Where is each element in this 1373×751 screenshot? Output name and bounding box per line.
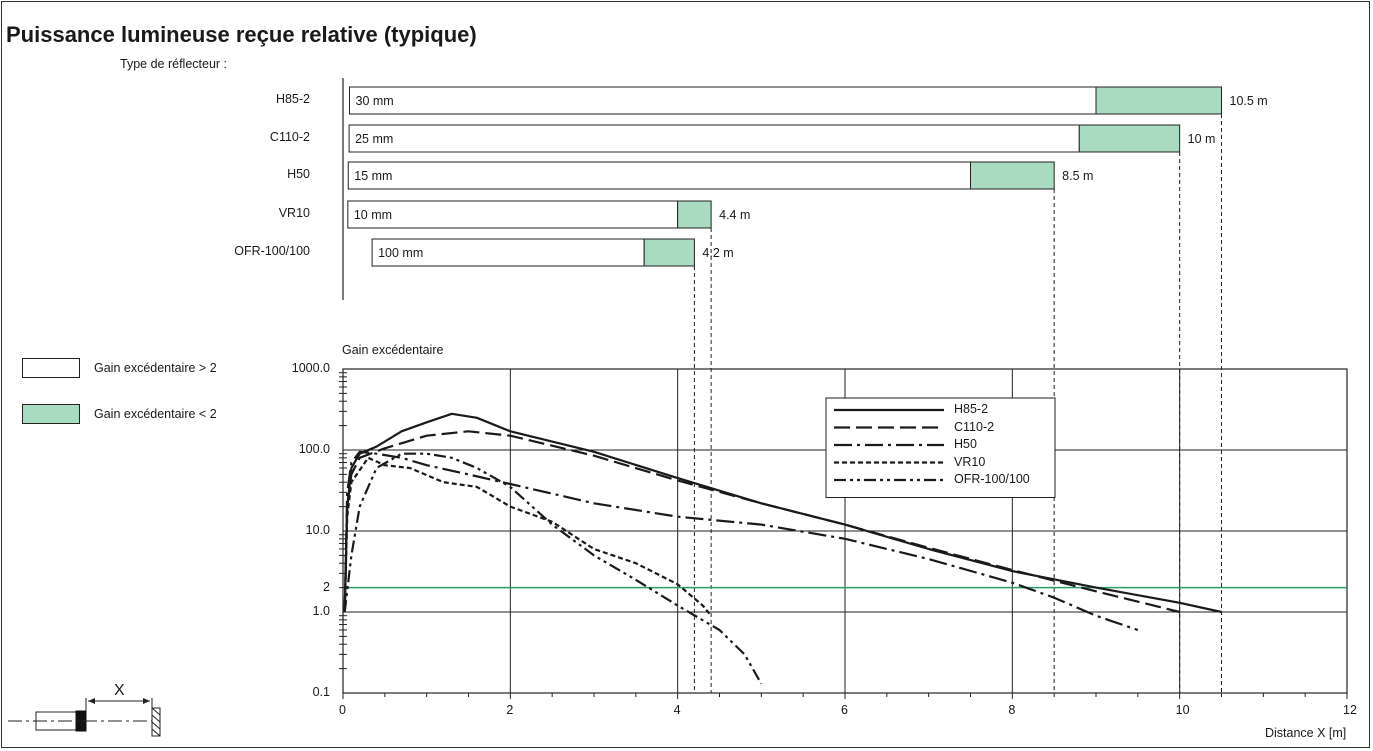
- range-bar-gain-low: [970, 161, 1055, 190]
- reflector-range-label: 8.5 m: [1062, 169, 1094, 183]
- reflector-range-label: 10.5 m: [1229, 94, 1268, 108]
- y-tick-label: 0.1: [312, 685, 330, 699]
- reflector-type-label: Type de réflecteur :: [120, 57, 228, 71]
- reflector-hatching: [151, 707, 161, 737]
- legend-label-gain-low: Gain excédentaire < 2: [94, 407, 217, 421]
- y-tick-label: 10.0: [305, 523, 330, 537]
- x-tick-label: 0: [339, 703, 346, 717]
- reflector-start-label: 25 mm: [355, 132, 394, 146]
- range-bar-gain-high: [371, 238, 645, 267]
- legend-series-label: H50: [954, 437, 977, 451]
- legend-series-label: OFR-100/100: [954, 472, 1030, 486]
- range-bar-gain-low: [677, 200, 712, 229]
- x-tick-label: 6: [841, 703, 848, 717]
- legend-box-gain-low: [22, 404, 80, 424]
- reflector-start-label: 30 mm: [355, 94, 394, 108]
- reflector-name-label: OFR-100/100: [234, 244, 310, 258]
- distance-arrow-left: [88, 698, 95, 704]
- series-line-vr10: [343, 456, 712, 617]
- legend-label-gain-high: Gain excédentaire > 2: [94, 361, 217, 375]
- series-line-h50: [343, 450, 1139, 632]
- range-bar-gain-high: [349, 86, 1097, 115]
- range-bar-gain-high: [348, 124, 1080, 153]
- reflector-start-label: 15 mm: [354, 169, 393, 183]
- reflector-start-label: 100 mm: [378, 246, 424, 260]
- range-bar-gain-high: [347, 200, 679, 229]
- reflector-range-label: 4.2 m: [702, 246, 734, 260]
- reflector-name-label: H85-2: [275, 92, 310, 106]
- series-line-ofr-100-100: [343, 452, 763, 685]
- sensor-distance-diagram: [8, 698, 161, 737]
- legend-box-gain-high: [22, 358, 80, 378]
- y-tick-label: 1.0: [312, 604, 330, 618]
- x-tick-label: 4: [673, 703, 681, 717]
- x-axis-title: Distance X [m]: [1265, 726, 1347, 740]
- x-tick-label: 10: [1175, 703, 1190, 717]
- reflector-name-label: VR10: [278, 206, 310, 220]
- reflector-start-label: 10 mm: [353, 208, 393, 222]
- range-bar-gain-low: [1095, 86, 1222, 115]
- range-bar-gain-low: [1078, 124, 1181, 153]
- y-tick-label: 2: [323, 579, 330, 594]
- x-tick-label: 12: [1343, 703, 1357, 717]
- reflector-name-label: H50: [287, 167, 310, 181]
- legend-series-label: H85-2: [954, 402, 989, 416]
- reflector-range-label: 10 m: [1187, 132, 1216, 146]
- reflector-name-label: C110-2: [269, 130, 310, 144]
- range-bar-gain-low: [643, 238, 695, 267]
- line-chart-excess-gain: [339, 368, 1348, 699]
- distance-arrow-right: [143, 698, 150, 704]
- reflector-range-label: 4.4 m: [719, 208, 751, 222]
- range-bar-gain-high: [347, 161, 971, 190]
- y-tick-label: 100.0: [298, 442, 330, 456]
- legend-series-label: C110-2: [954, 419, 995, 434]
- series-line-c110-2: [343, 430, 1180, 614]
- y-tick-label: 1000.0: [291, 361, 330, 375]
- distance-x-label: X: [114, 682, 125, 699]
- series-line-h85-2: [343, 412, 1222, 614]
- reflector-block: [151, 707, 161, 737]
- bar-chart-reflector-ranges: [342, 78, 1222, 693]
- page-title: Puissance lumineuse reçue relative (typi…: [6, 22, 477, 47]
- x-tick-label: 2: [506, 703, 514, 717]
- legend-series-label: VR10: [954, 454, 986, 469]
- y-axis-title: Gain excédentaire: [342, 343, 444, 357]
- x-tick-label: 8: [1008, 703, 1016, 717]
